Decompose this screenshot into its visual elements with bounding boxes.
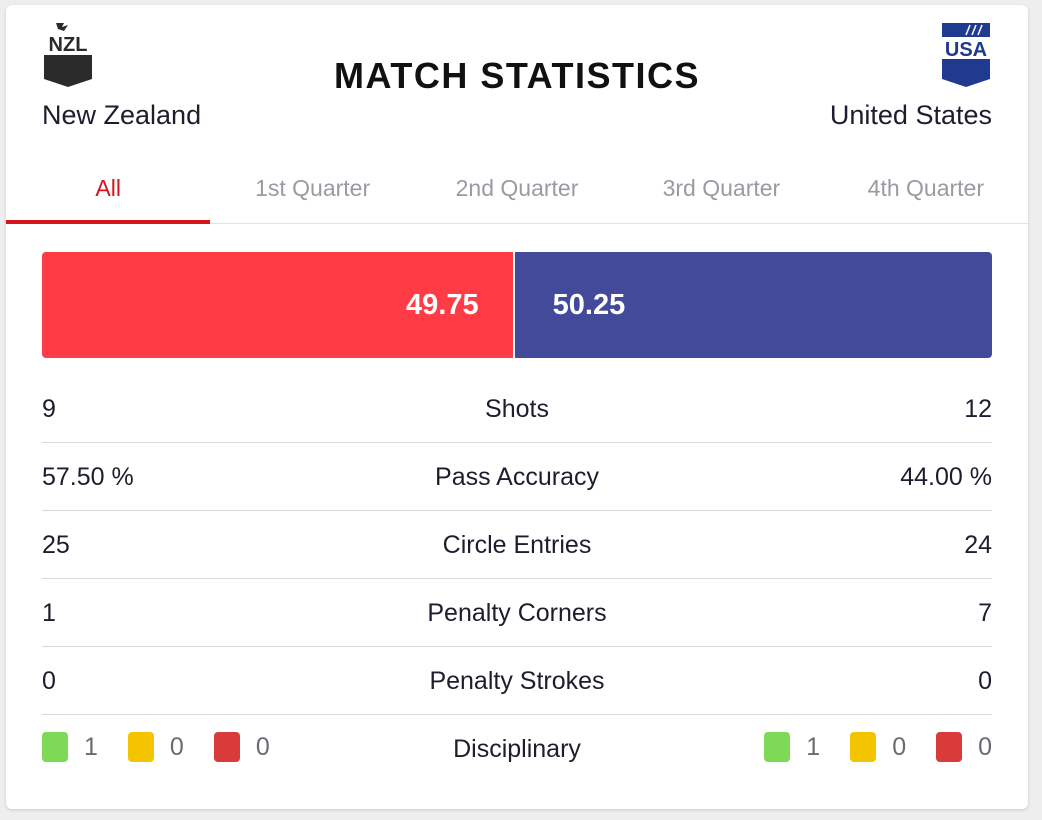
away-team: USA United States [830, 21, 992, 131]
away-shots: 12 [964, 395, 992, 423]
home-green-card: 1 [42, 732, 98, 762]
tab-2nd-quarter[interactable]: 2nd Quarter [455, 175, 579, 201]
home-pass-accuracy: 57.50 % [42, 463, 134, 491]
home-penalty-strokes: 0 [42, 667, 56, 695]
home-shots: 9 [42, 395, 56, 423]
stat-label-penalty-strokes: Penalty Strokes [429, 667, 605, 695]
page-title: MATCH STATISTICS [334, 55, 700, 96]
stat-row-circle-entries: 25 Circle Entries 24 [42, 511, 992, 579]
away-penalty-strokes: 0 [978, 667, 992, 695]
quarter-tabs: All 1st Quarter 2nd Quarter 3rd Quarter … [6, 163, 1028, 224]
home-green-count: 1 [84, 732, 98, 761]
new-zealand-crest-icon: NZL [44, 23, 92, 87]
away-green-card: 1 [764, 732, 820, 762]
possession-bar: 49.75 50.25 [42, 252, 992, 358]
tab-4th-quarter[interactable]: 4th Quarter [867, 175, 984, 201]
possession-home: 49.75 [42, 252, 515, 358]
possession-away: 50.25 [514, 252, 992, 358]
stat-label-shots: Shots [485, 395, 549, 423]
away-pass-accuracy: 44.00 % [900, 463, 992, 491]
tab-3rd-quarter[interactable]: 3rd Quarter [662, 175, 781, 201]
stats-table: 9 Shots 12 57.50 % Pass Accuracy 44.00 %… [42, 375, 992, 782]
home-team: NZL New Zealand [42, 21, 201, 131]
away-code: USA [945, 39, 987, 61]
away-red-count: 0 [978, 732, 992, 761]
home-yellow-card: 0 [127, 732, 184, 762]
yellow-card-icon [127, 732, 154, 762]
home-red-card: 0 [213, 732, 270, 762]
stat-row-penalty-strokes: 0 Penalty Strokes 0 [42, 647, 992, 715]
yellow-card-icon [850, 732, 877, 762]
home-yellow-count: 0 [169, 732, 184, 761]
away-red-card: 0 [936, 732, 992, 762]
away-yellow-card: 0 [850, 732, 906, 762]
stat-row-shots: 9 Shots 12 [42, 375, 992, 443]
tab-1st-quarter[interactable]: 1st Quarter [255, 175, 371, 201]
away-green-count: 1 [806, 732, 821, 761]
home-penalty-corners: 1 [42, 599, 56, 627]
home-circle-entries: 25 [42, 531, 70, 559]
red-card-icon [213, 732, 240, 762]
red-card-icon [936, 732, 963, 762]
home-disciplinary: 1 0 0 [42, 732, 270, 762]
tab-all[interactable]: All [6, 163, 211, 224]
home-red-count: 0 [255, 732, 270, 761]
stat-row-disciplinary: 1 0 0 Disciplinary 1 0 [42, 715, 992, 782]
stat-label-circle-entries: Circle Entries [442, 531, 592, 559]
stat-row-pass-accuracy: 57.50 % Pass Accuracy 44.00 % [42, 443, 992, 511]
green-card-icon [42, 732, 68, 762]
usa-crest-icon: USA [942, 23, 990, 87]
green-card-icon [764, 732, 791, 762]
match-statistics-card: NZL New Zealand MATCH STATISTICS USA Uni… [6, 5, 1028, 809]
away-yellow-count: 0 [892, 732, 907, 761]
stat-label-pass-accuracy: Pass Accuracy [435, 463, 599, 491]
home-code: NZL [49, 34, 88, 56]
home-team-name: New Zealand [42, 100, 202, 130]
away-penalty-corners: 7 [978, 599, 992, 627]
away-disciplinary: 1 0 0 [734, 732, 992, 762]
stat-label-penalty-corners: Penalty Corners [427, 599, 607, 627]
away-team-name: United States [829, 100, 992, 130]
away-circle-entries: 24 [964, 531, 992, 559]
stat-row-penalty-corners: 1 Penalty Corners 7 [42, 579, 992, 647]
stat-label-disciplinary: Disciplinary [453, 735, 581, 763]
